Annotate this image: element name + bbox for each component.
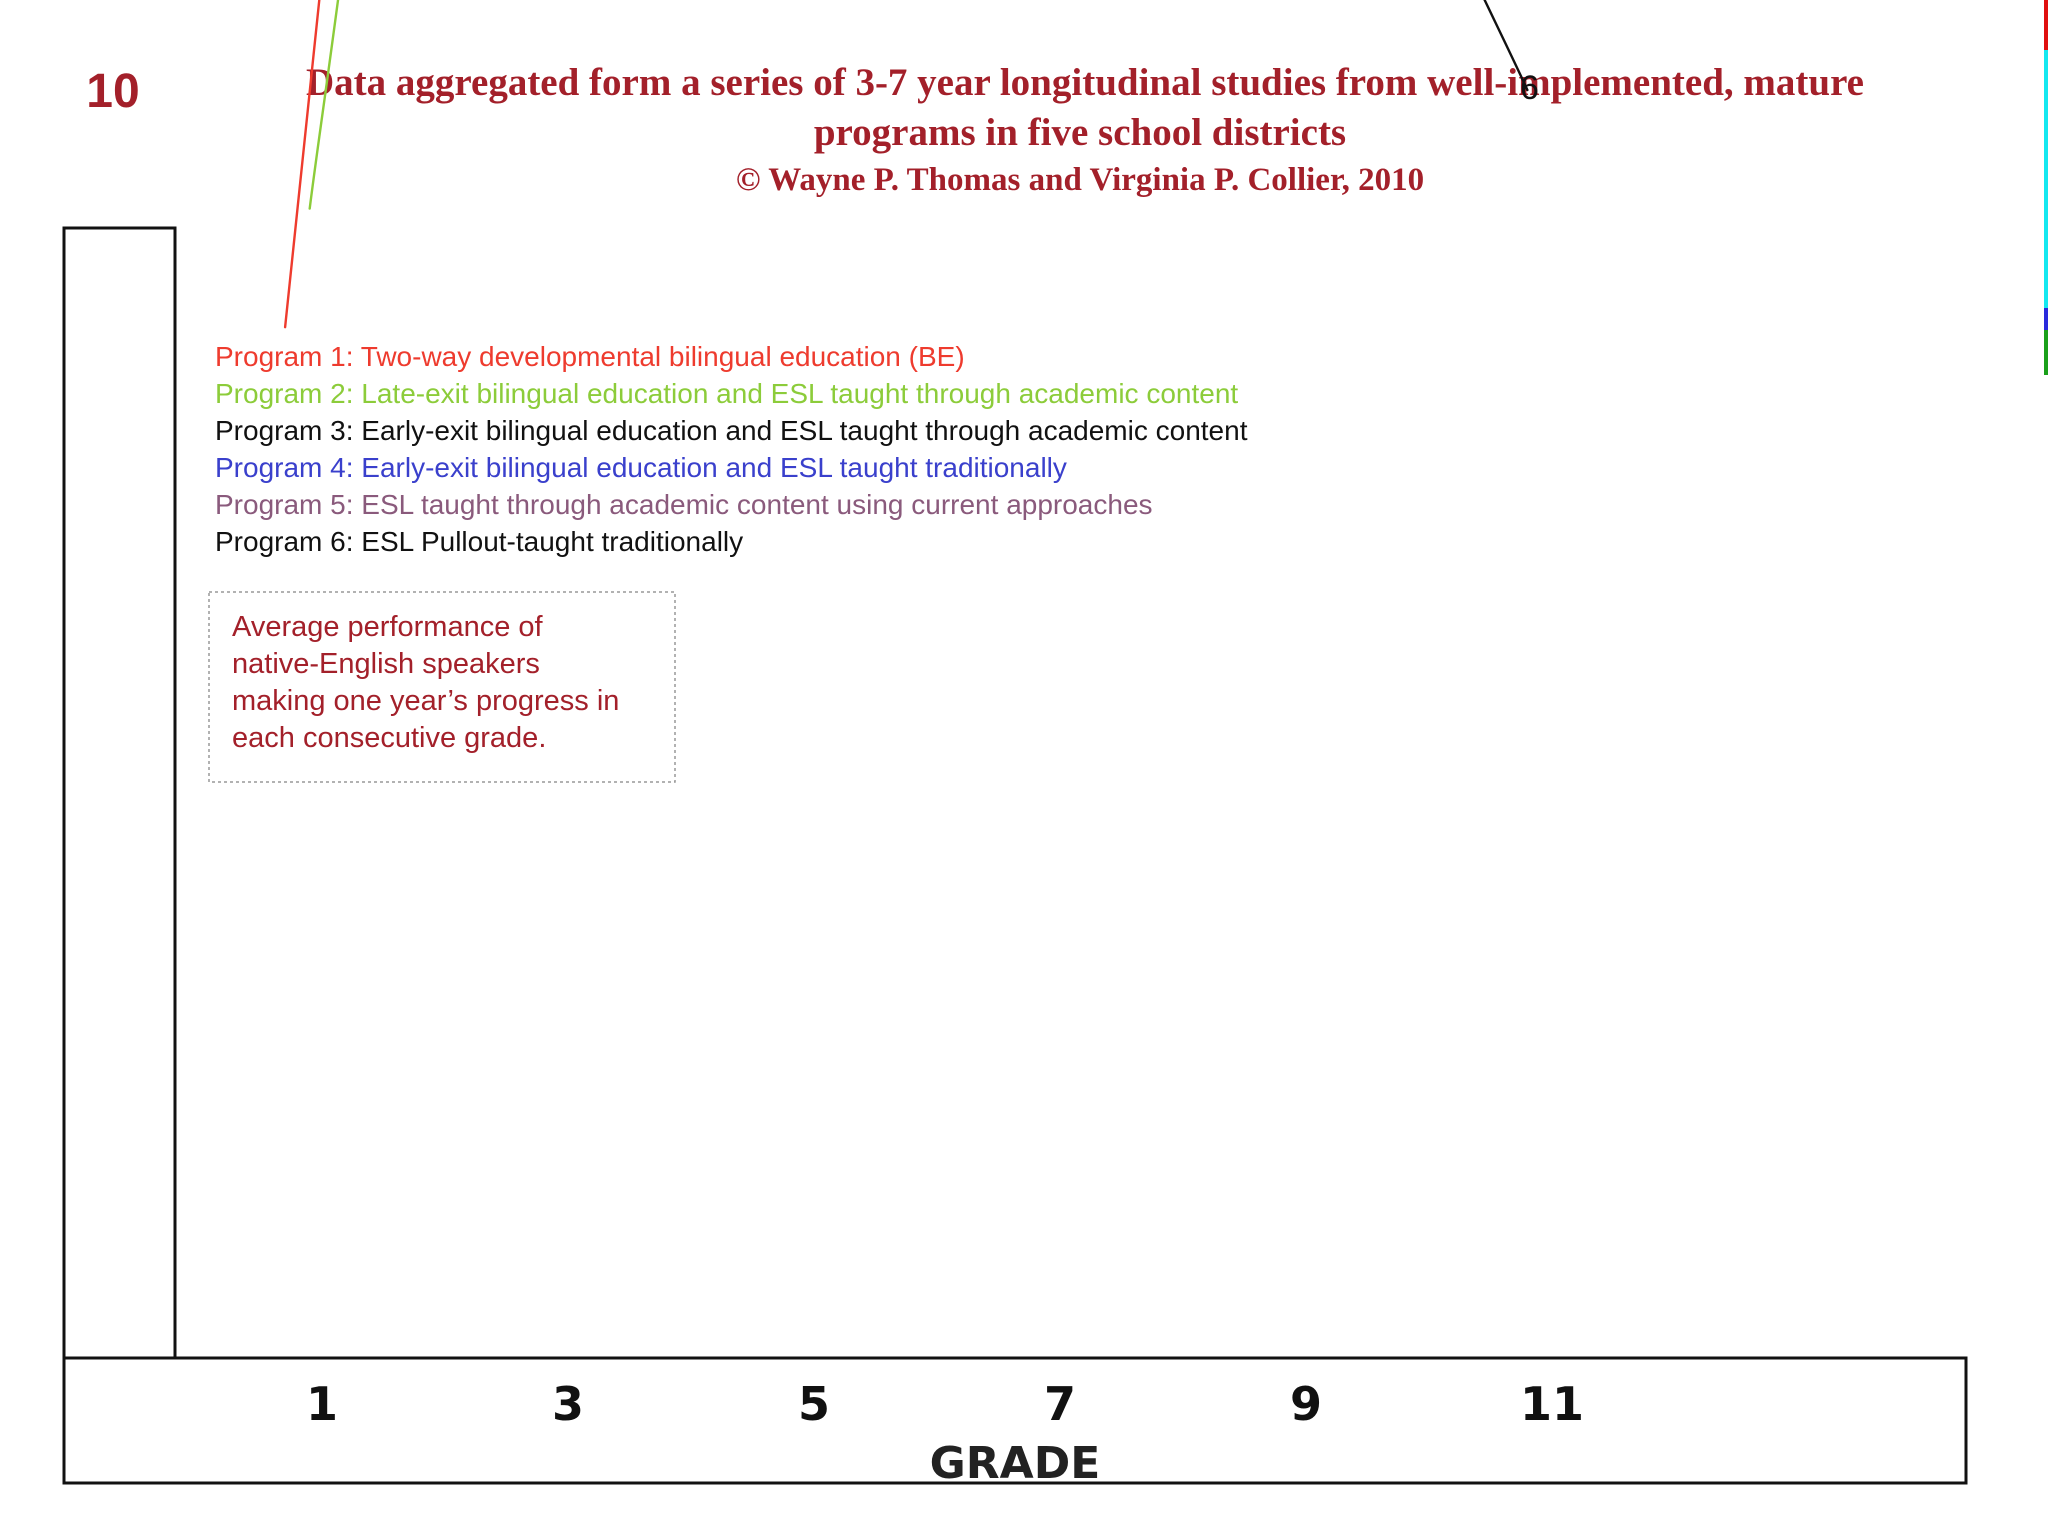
x-tick-labels: 1 3 5 7 9 11 xyxy=(306,1377,1584,1431)
annotation-box: Average performance of native-English spe… xyxy=(208,591,676,783)
edge-strip-green xyxy=(2044,330,2048,375)
edge-strip-cyan xyxy=(2044,50,2048,308)
chart-title-line-2: programs in five school districts xyxy=(814,111,1346,154)
x-tick-label: 5 xyxy=(798,1377,830,1431)
legend: Program 1: Two-way developmental bilingu… xyxy=(215,341,1248,557)
chart-title-line-1: Data aggregated form a series of 3-7 yea… xyxy=(306,61,1864,104)
legend-item: Program 6: ESL Pullout-taught traditiona… xyxy=(215,526,743,557)
x-axis-panel xyxy=(62,1356,1968,1485)
chart-title: Data aggregated form a series of 3-7 yea… xyxy=(306,61,1864,198)
legend-item: Program 1: Two-way developmental bilingu… xyxy=(215,341,965,372)
legend-item: Program 5: ESL taught through academic c… xyxy=(215,489,1153,520)
series-end-labels: 123456 xyxy=(1520,69,1539,107)
y-axis-panel xyxy=(62,226,177,1360)
annotation-line: each consecutive grade. xyxy=(232,722,546,754)
legend-item: Program 4: Early-exit bilingual educatio… xyxy=(215,452,1067,483)
edge-strip-blue xyxy=(2044,308,2048,330)
x-tick-label: 9 xyxy=(1290,1377,1322,1431)
x-tick-label: 11 xyxy=(1520,1377,1584,1431)
x-axis-label: GRADE xyxy=(930,1438,1101,1489)
annotation-border xyxy=(208,591,676,783)
y-tick-label: 10 xyxy=(86,65,139,118)
legend-item: Program 2: Late-exit bilingual education… xyxy=(215,378,1238,409)
edge-strip-red xyxy=(2044,0,2048,50)
legend-item: Program 3: Early-exit bilingual educatio… xyxy=(215,415,1248,446)
annotation-line: making one year’s progress in xyxy=(232,685,619,717)
series-end-label: 6 xyxy=(1520,69,1539,107)
annotation-line: native-English speakers xyxy=(232,648,540,680)
chart-copyright: © Wayne P. Thomas and Virginia P. Collie… xyxy=(736,162,1424,198)
y-tick-labels: 10203040506070 xyxy=(86,65,139,118)
x-tick-label: 1 xyxy=(306,1377,338,1431)
x-tick-label: 7 xyxy=(1044,1377,1076,1431)
edge-color-strip xyxy=(2044,0,2048,375)
annotation-line: Average performance of xyxy=(232,611,544,643)
x-tick-label: 3 xyxy=(552,1377,584,1431)
